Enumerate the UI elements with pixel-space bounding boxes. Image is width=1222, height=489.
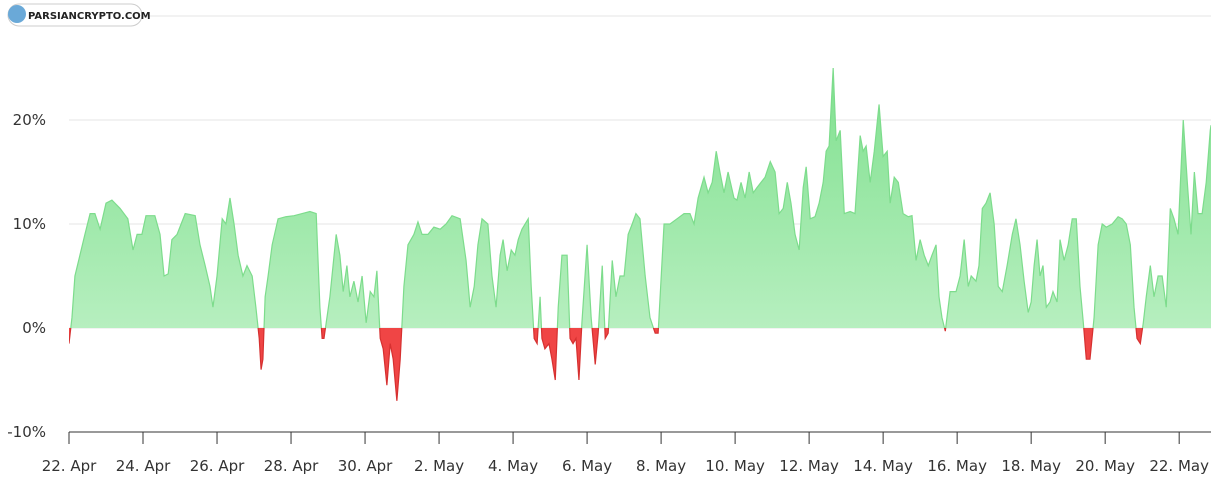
watermark: PARSIANCRYPTO.COM <box>7 3 151 27</box>
y-tick-label: 0% <box>22 319 46 337</box>
line-positive <box>70 67 1211 328</box>
y-tick-label: 20% <box>13 111 46 129</box>
area-positive <box>69 68 1211 328</box>
x-tick-label: 18. May <box>1001 457 1061 475</box>
x-tick-label: 4. May <box>488 457 538 475</box>
x-tick-label: 8. May <box>636 457 686 475</box>
x-tick-label: 28. Apr <box>264 457 319 475</box>
x-tick-label: 22. Apr <box>42 457 97 475</box>
x-tick-label: 2. May <box>414 457 464 475</box>
x-tick-label: 6. May <box>562 457 612 475</box>
watermark-box <box>7 3 143 27</box>
watermark-text: PARSIANCRYPTO.COM <box>28 11 151 22</box>
x-tick-label: 26. Apr <box>190 457 245 475</box>
x-tick-label: 14. May <box>853 457 913 475</box>
watermark-icon <box>8 5 26 23</box>
x-tick-label: 12. May <box>779 457 839 475</box>
x-tick-label: 16. May <box>927 457 987 475</box>
x-tick-label: 24. Apr <box>116 457 171 475</box>
x-tick-label: 22. May <box>1149 457 1209 475</box>
x-tick-label: 30. Apr <box>338 457 393 475</box>
x-tick-label: 10. May <box>705 457 765 475</box>
x-tick-label: 20. May <box>1075 457 1135 475</box>
y-tick-label: 10% <box>13 215 46 233</box>
y-tick-label: -10% <box>7 423 46 441</box>
